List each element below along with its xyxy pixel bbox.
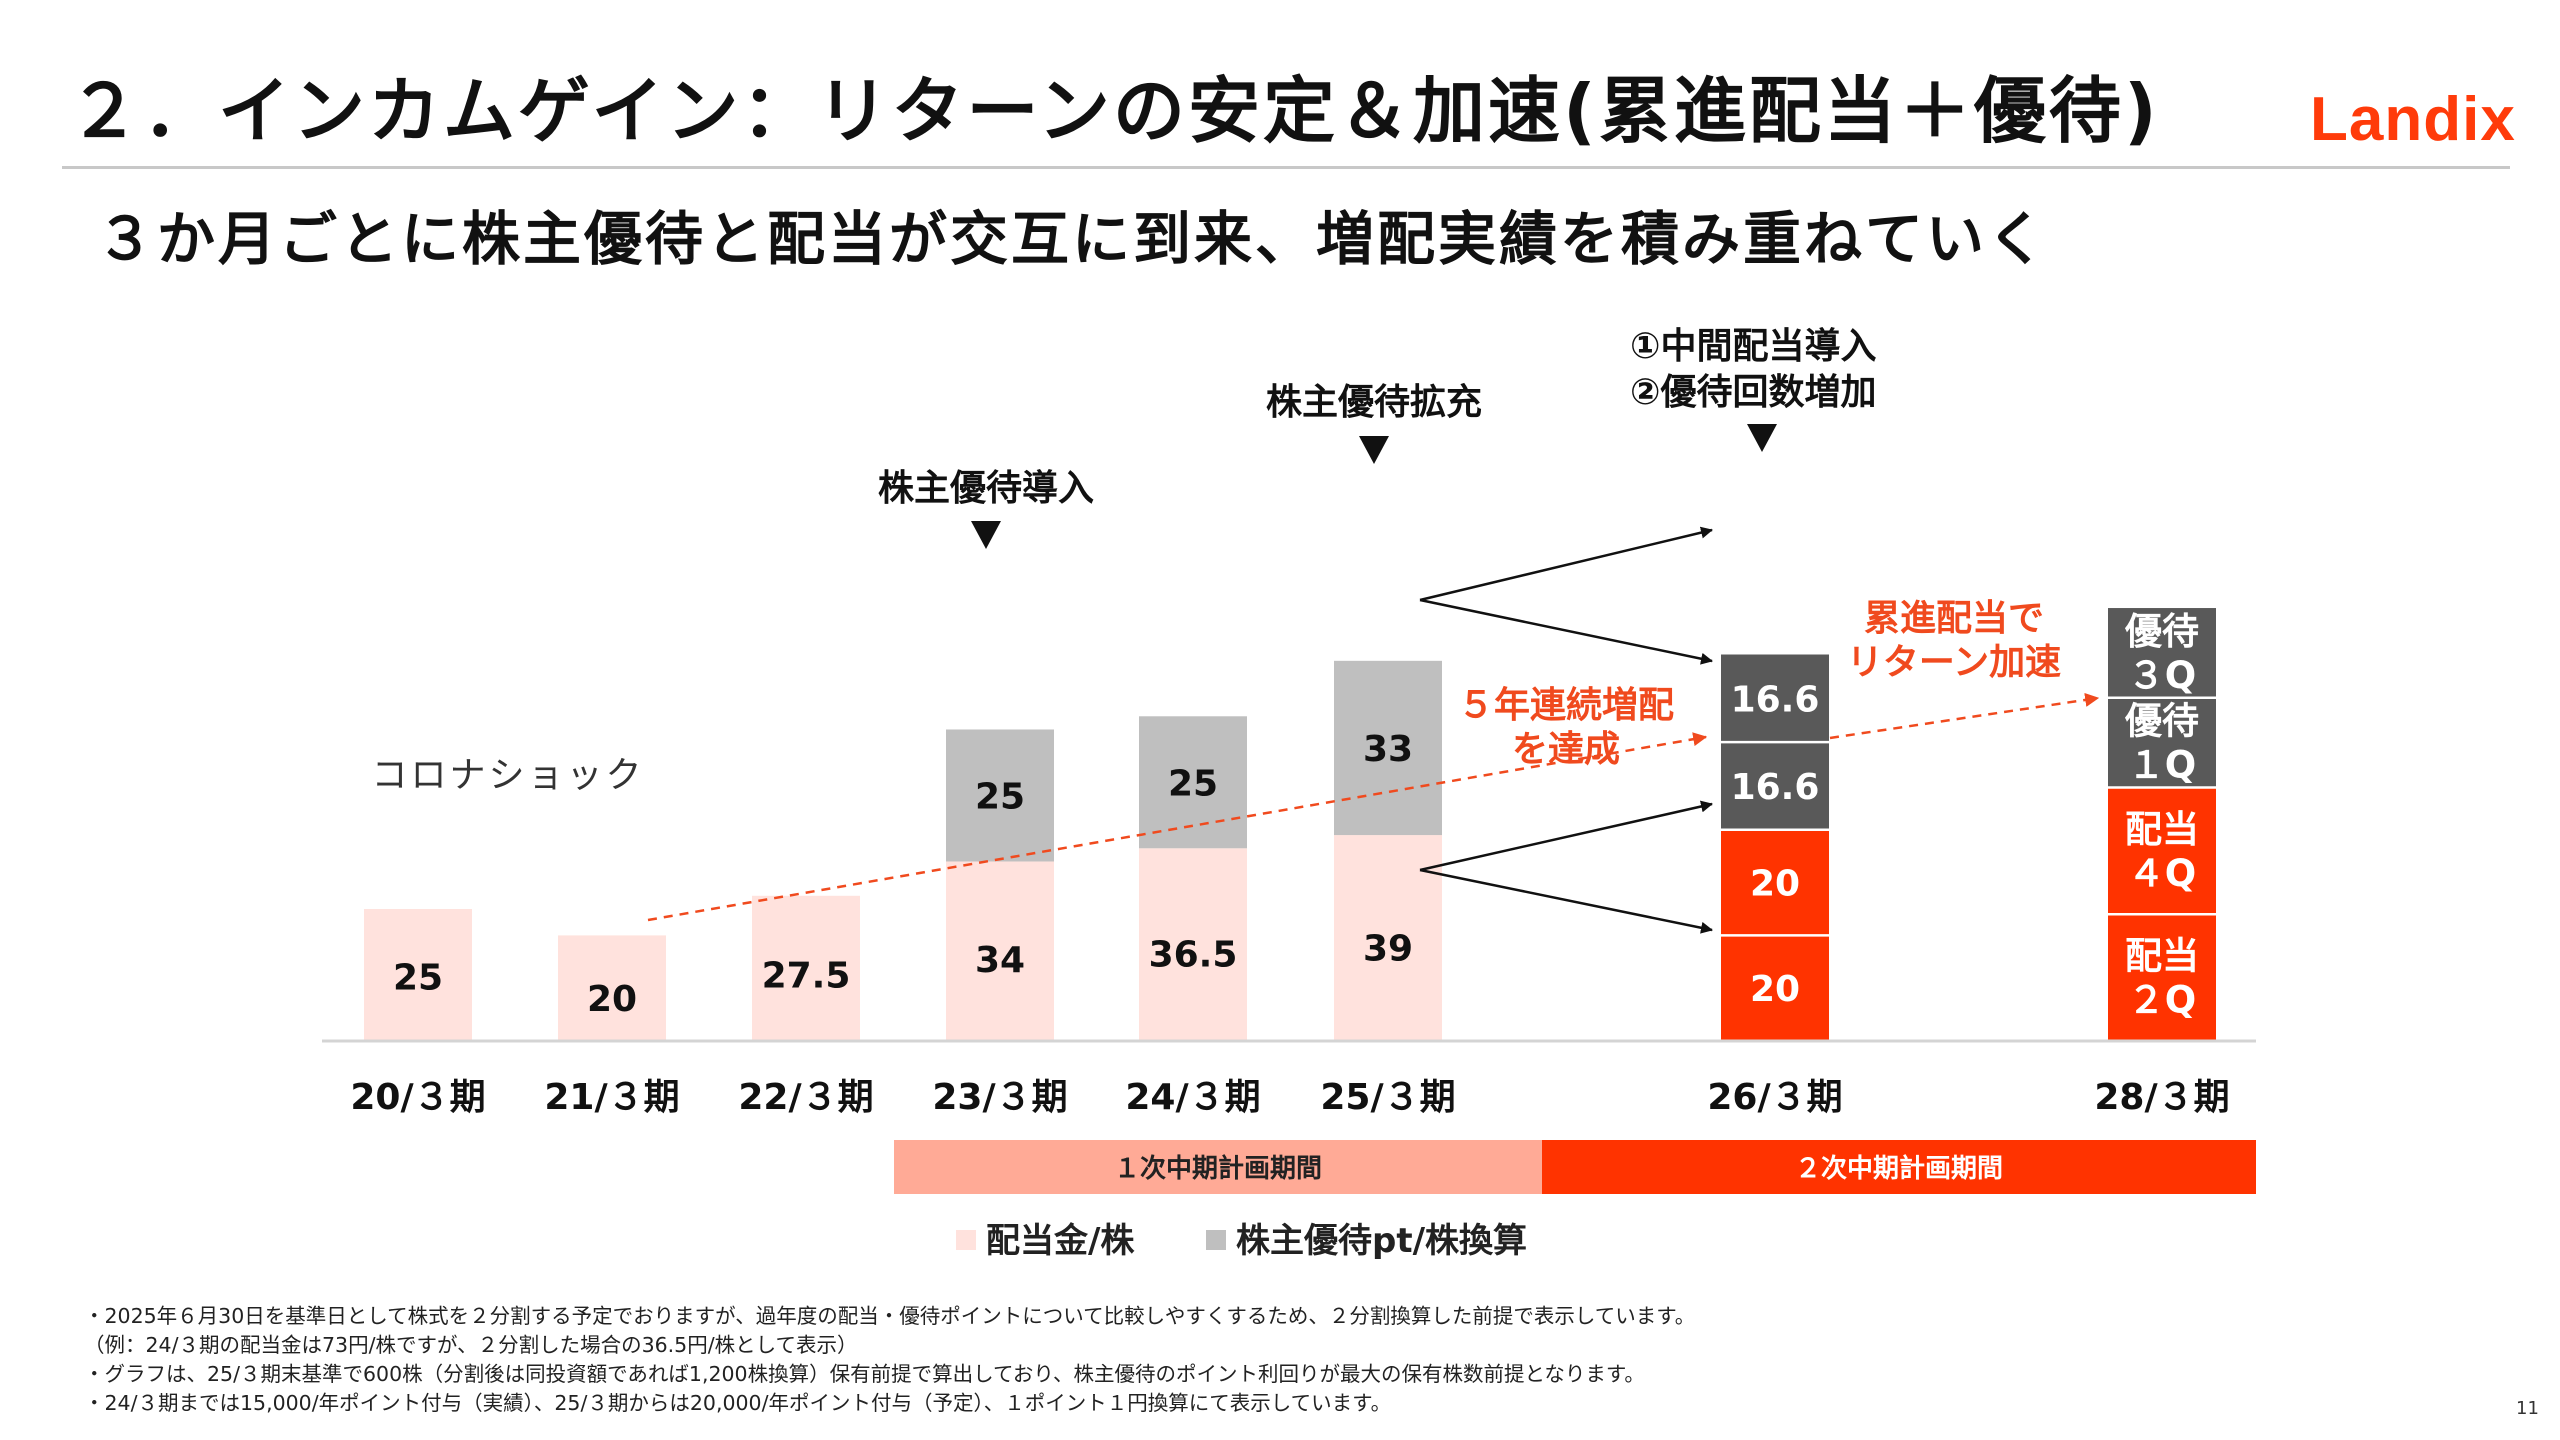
page-subtitle: ３か月ごとに株主優待と配当が交互に到来、増配実績を積み重ねていく <box>96 205 2049 273</box>
bar-25/３期-seg-1 <box>1334 660 1442 836</box>
footnote-2: （例：24/３期の配当金は73円/株ですが、２分割した場合の36.5円/株として… <box>84 1333 858 1357</box>
bar-value-label: 配当４Q <box>2125 808 2199 895</box>
dividend-split-arrow-upper <box>1419 800 1713 872</box>
bar-value-label: 16.6 <box>1731 679 1820 720</box>
benefit-intro-label: 株主優待導入 <box>878 468 1094 509</box>
category-label: 25/３期 <box>1320 1077 1455 1118</box>
bar-value-label: 配当２Q <box>2125 935 2199 1022</box>
corona-shock-label: コロナショック <box>371 755 644 796</box>
bar-26/３期-seg-2 <box>1721 742 1829 830</box>
interim-dividend-label: ①中間配当導入 <box>1630 326 1876 367</box>
acceleration-trend-arrow <box>1829 692 2100 740</box>
labels-layer: 25 20/３期 20 21/３期 27.5 22/３期 34 25 23/３期 36.5 25 24… <box>350 610 2229 1118</box>
page-title: ２．インカムゲイン：リターンの安定＆加速(累進配当＋優待) <box>68 69 2160 153</box>
bar-value-label: 36.5 <box>1149 934 1238 975</box>
bar-21/３期-seg-0 <box>558 935 666 1041</box>
consecutive-increase-label-1: ５年連続増配 <box>1458 685 1674 726</box>
bar-value-label: 20 <box>587 979 637 1020</box>
footnote-4: ・24/３期までは15,000/年ポイント付与（実績）、25/３期からは20,0… <box>84 1391 1392 1415</box>
benefit-split-arrow-lower <box>1419 598 1713 665</box>
title-divider <box>62 166 2510 169</box>
bar-value-label: 25 <box>975 776 1025 817</box>
bar-22/３期-seg-0 <box>752 895 860 1041</box>
bar-26/３期-seg-3 <box>1721 654 1829 743</box>
dividend-split-arrow-lower <box>1419 868 1713 934</box>
bar-value-label: 34 <box>975 940 1025 981</box>
category-label: 26/３期 <box>1707 1077 1842 1118</box>
plan-period-2-label: ２次中期計画期間 <box>1795 1153 2003 1184</box>
category-label: 23/３期 <box>932 1077 1067 1118</box>
growth-trend-arrow <box>647 732 1708 922</box>
legend-benefit-label: 株主優待pt/株換算 <box>1236 1221 1527 1261</box>
bar-26/３期-seg-0 <box>1721 935 1829 1041</box>
progressive-dividend-label-1: 累進配当で <box>1864 598 2044 639</box>
category-label: 28/３期 <box>2094 1077 2229 1118</box>
bar-24/３期-seg-0 <box>1139 848 1247 1041</box>
plan-period-2-band <box>1542 1140 2256 1194</box>
bar-value-label: 優待３Q <box>2124 610 2199 697</box>
footnote-3: ・グラフは、25/３期末基準で600株（分割後は同投資額であれば1,200株換算… <box>84 1362 1645 1386</box>
footnote-1: ・2025年６月30日を基準日として株式を２分割する予定でおりますが、過年度の配… <box>84 1304 1696 1328</box>
plan-period-1-band <box>894 1140 1542 1194</box>
bar-value-label: 25 <box>1168 763 1218 804</box>
bar-23/３期-seg-1 <box>946 729 1054 862</box>
consecutive-increase-label-2: を達成 <box>1512 729 1620 770</box>
category-label: 22/３期 <box>738 1077 873 1118</box>
bar-value-label: 39 <box>1363 928 1413 969</box>
benefit-intro-marker <box>971 521 1001 549</box>
bar-28/３期-seg-2 <box>2108 697 2216 788</box>
bar-value-label: 優待１Q <box>2124 700 2199 787</box>
bar-28/３期-seg-0 <box>2108 914 2216 1041</box>
category-label: 20/３期 <box>350 1077 485 1118</box>
bar-value-label: 33 <box>1363 729 1413 770</box>
interim-marker <box>1747 424 1777 452</box>
bar-28/３期-seg-1 <box>2108 787 2216 915</box>
bar-23/３期-seg-0 <box>946 861 1054 1041</box>
plan-period-1-label: １次中期計画期間 <box>1114 1153 1322 1184</box>
bar-value-label: 27.5 <box>762 956 851 997</box>
benefit-split-arrow-upper <box>1419 526 1713 602</box>
benefit-expand-label: 株主優待拡充 <box>1266 382 1482 423</box>
bar-value-label: 16.6 <box>1731 767 1820 808</box>
bar-value-label: 20 <box>1750 969 1800 1010</box>
bar-20/３期-seg-0 <box>364 909 472 1041</box>
bar-28/３期-seg-3 <box>2108 608 2216 698</box>
bars-layer <box>364 608 2216 1041</box>
progressive-dividend-label-2: リターン加速 <box>1847 642 2061 683</box>
category-label: 21/３期 <box>544 1077 679 1118</box>
legend-dividend-label: 配当金/株 <box>986 1221 1135 1261</box>
page-number: 11 <box>2516 1398 2539 1419</box>
legend-dividend-swatch <box>956 1230 976 1250</box>
landix-logo: Landix <box>2310 85 2516 154</box>
category-label: 24/３期 <box>1125 1077 1260 1118</box>
bar-value-label: 25 <box>393 958 443 999</box>
footnotes: ・2025年６月30日を基準日として株式を２分割する予定でおりますが、過年度の配… <box>84 1302 2464 1418</box>
bar-26/３期-seg-1 <box>1721 829 1829 936</box>
benefit-frequency-label: ②優待回数増加 <box>1630 372 1876 413</box>
income-gain-chart: 25 20/３期 20 21/３期 27.5 22/３期 34 25 23/３期 36.5 25 24… <box>322 326 2256 1261</box>
legend-benefit-swatch <box>1206 1230 1226 1250</box>
bar-value-label: 20 <box>1750 864 1800 905</box>
benefit-expand-marker <box>1359 436 1389 464</box>
